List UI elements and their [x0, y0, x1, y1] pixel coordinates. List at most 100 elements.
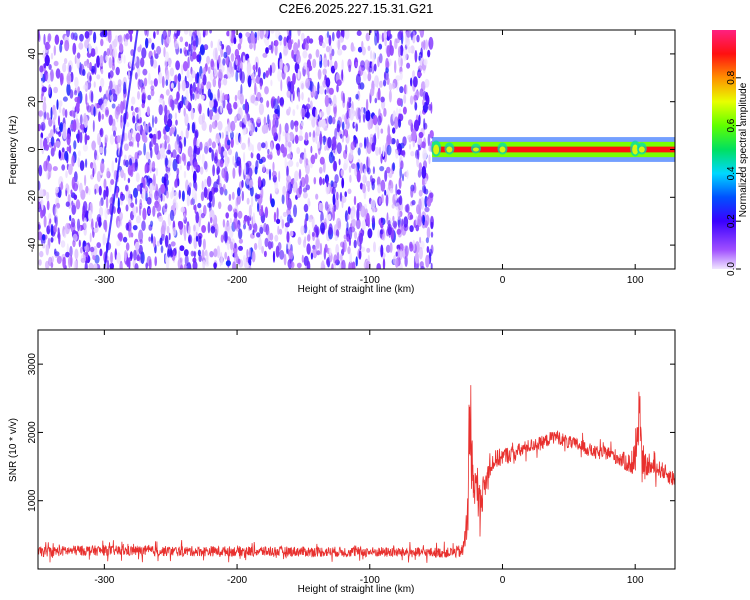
- noise-blob: [125, 159, 129, 168]
- noise-blob: [212, 164, 216, 177]
- noise-blob: [135, 132, 141, 143]
- noise-blob: [385, 194, 389, 207]
- noise-blob: [132, 225, 138, 231]
- noise-blob: [265, 70, 269, 78]
- noise-blob: [115, 157, 118, 163]
- noise-blob: [277, 95, 280, 104]
- noise-blob: [383, 107, 387, 117]
- noise-blob: [152, 205, 156, 217]
- noise-blob: [277, 225, 280, 235]
- noise-blob: [289, 30, 292, 36]
- noise-blob: [199, 32, 201, 38]
- noise-blob: [198, 106, 202, 114]
- noise-blob: [379, 53, 383, 64]
- noise-blob: [366, 142, 372, 155]
- noise-blob: [184, 49, 189, 57]
- noise-blob: [119, 262, 123, 269]
- noise-blob: [359, 142, 363, 148]
- noise-blob: [394, 193, 398, 201]
- noise-blob: [284, 157, 287, 169]
- noise-blob: [135, 206, 138, 214]
- noise-blob: [198, 235, 202, 248]
- noise-blob: [224, 251, 228, 260]
- noise-blob: [108, 72, 111, 79]
- noise-blob: [193, 224, 196, 232]
- noise-blob: [193, 145, 197, 154]
- noise-blob: [150, 88, 155, 97]
- noise-blob: [195, 235, 199, 242]
- noise-blob: [334, 60, 338, 70]
- noise-blob: [149, 161, 152, 174]
- noise-blob: [325, 183, 330, 195]
- noise-blob: [310, 154, 316, 165]
- noise-blob: [261, 245, 264, 254]
- noise-blob: [280, 215, 283, 222]
- noise-blob: [106, 167, 110, 179]
- noise-blob: [135, 215, 141, 224]
- noise-blob: [201, 180, 204, 191]
- noise-blob: [181, 152, 186, 162]
- noise-blob: [171, 249, 174, 258]
- noise-blob: [96, 133, 101, 146]
- noise-blob: [263, 250, 267, 258]
- carrier-feature-core: [446, 146, 453, 153]
- noise-blob: [68, 64, 72, 73]
- noise-blob: [136, 255, 141, 262]
- noise-blob: [357, 147, 361, 156]
- noise-blob: [274, 234, 279, 242]
- noise-blob: [334, 235, 338, 241]
- noise-blob: [338, 158, 341, 166]
- noise-blob: [242, 55, 246, 64]
- noise-blob: [123, 54, 126, 64]
- noise-blob: [100, 160, 105, 174]
- noise-blob: [318, 120, 323, 128]
- noise-blob: [266, 100, 270, 108]
- noise-blob: [343, 234, 347, 240]
- noise-blob: [115, 186, 119, 199]
- snr-panel: -300 -200 -100 0 100 1000 2000 3000 Height of s…: [8, 329, 676, 595]
- noise-blob: [345, 124, 348, 131]
- noise-blob: [117, 220, 120, 229]
- noise-blob: [106, 48, 111, 57]
- noise-blob: [226, 221, 231, 232]
- noise-blob: [268, 44, 273, 51]
- noise-blob: [256, 232, 261, 238]
- noise-blob: [77, 150, 81, 157]
- noise-blob: [409, 95, 414, 105]
- noise-blob: [332, 181, 338, 189]
- noise-blob: [367, 119, 372, 131]
- noise-blob: [192, 40, 196, 47]
- noise-blob: [329, 247, 332, 256]
- noise-blob: [353, 135, 357, 141]
- noise-blob: [89, 75, 92, 82]
- noise-blob: [117, 197, 120, 211]
- noise-blob: [185, 98, 189, 107]
- noise-blob: [349, 107, 355, 121]
- noise-blob: [285, 192, 289, 206]
- noise-blob: [392, 215, 395, 222]
- noise-blob: [277, 69, 282, 82]
- noise-blob: [349, 252, 353, 264]
- noise-blob: [342, 128, 345, 137]
- noise-blob: [202, 31, 206, 38]
- noise-blob: [68, 163, 73, 175]
- noise-blob: [267, 114, 270, 125]
- noise-blob: [328, 223, 333, 235]
- noise-blob: [219, 160, 224, 168]
- noise-blob: [299, 180, 302, 189]
- noise-blob: [188, 182, 192, 188]
- noise-blob: [307, 197, 311, 208]
- noise-blob: [183, 170, 187, 179]
- noise-blob: [41, 243, 46, 249]
- noise-blob: [405, 203, 410, 214]
- noise-blob: [109, 262, 114, 269]
- noise-blob: [175, 60, 181, 71]
- noise-blob: [385, 66, 389, 74]
- noise-blob: [418, 131, 424, 139]
- noise-blob: [172, 227, 177, 237]
- noise-blob: [84, 132, 88, 146]
- noise-blob: [376, 176, 381, 187]
- noise-blob: [367, 185, 370, 192]
- noise-blob: [392, 162, 396, 172]
- noise-blob: [194, 90, 198, 101]
